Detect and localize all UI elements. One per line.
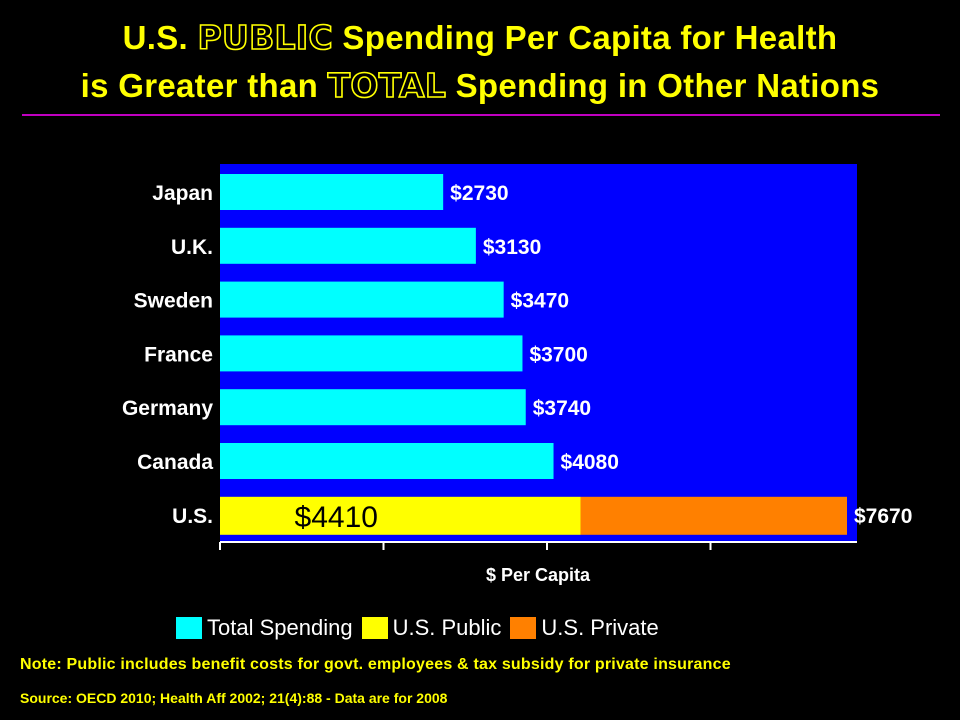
bar-total-spending: [220, 335, 523, 372]
bar-chart: Japan $2730 U.K. $3130 Sweden $3470 France $370…: [122, 164, 912, 585]
legend-swatch: [176, 617, 202, 639]
bar-total-spending: [220, 227, 476, 264]
x-axis-label: $ Per Capita: [486, 565, 591, 585]
bar-total-spending: [220, 443, 554, 479]
title-text: Spending Per Capita for Health: [332, 19, 838, 56]
bar-total-spending: [220, 281, 504, 318]
legend-item-total-spending: Total Spending: [176, 615, 353, 641]
data-label: $3700: [529, 343, 587, 366]
category-label: France: [144, 343, 213, 366]
data-label: $3740: [533, 397, 591, 420]
data-label: $2730: [450, 182, 508, 205]
category-label: U.S.: [172, 505, 213, 528]
legend-label: U.S. Public: [392, 615, 502, 640]
legend-item-us-public: U.S. Public: [361, 615, 502, 641]
data-label: $4080: [561, 451, 619, 474]
chart-title-line-1: U.S. PUBLIC Spending Per Capita for Heal…: [0, 17, 960, 58]
bar-total-spending: [220, 174, 444, 210]
legend-swatch: [510, 617, 537, 639]
bar-total-spending: [220, 389, 526, 426]
legend-swatch: [361, 617, 388, 639]
legend-label: Total Spending: [207, 615, 353, 640]
bar-label-us-public: $4410: [295, 501, 378, 534]
title-emphasis-public: PUBLIC: [197, 17, 334, 58]
category-label: U.K.: [171, 236, 213, 259]
title-text: is Greater than: [80, 67, 328, 104]
chart-legend: Total Spending U.S. Public U.S. Private: [176, 615, 668, 641]
title-divider: [22, 114, 940, 116]
title-emphasis-total: TOTAL: [327, 65, 447, 106]
data-label: $3130: [483, 236, 541, 259]
legend-item-us-private: U.S. Private: [510, 615, 659, 641]
category-label: Sweden: [134, 290, 213, 313]
bar-us-public: [220, 496, 581, 535]
bar-us-private: [580, 496, 847, 535]
data-label: $7670: [854, 505, 912, 528]
category-label: Japan: [152, 182, 213, 205]
data-label: $3470: [511, 290, 569, 313]
legend-label: U.S. Private: [541, 615, 659, 640]
chart-source: Source: OECD 2010; Health Aff 2002; 21(4…: [20, 690, 448, 706]
chart-note: Note: Public includes benefit costs for …: [20, 656, 731, 673]
chart-title-line-2: is Greater than TOTAL Spending in Other …: [0, 65, 960, 106]
category-label: Canada: [137, 451, 213, 474]
title-text: Spending in Other Nations: [446, 67, 880, 104]
title-text: U.S.: [122, 19, 198, 56]
category-label: Germany: [122, 397, 213, 420]
